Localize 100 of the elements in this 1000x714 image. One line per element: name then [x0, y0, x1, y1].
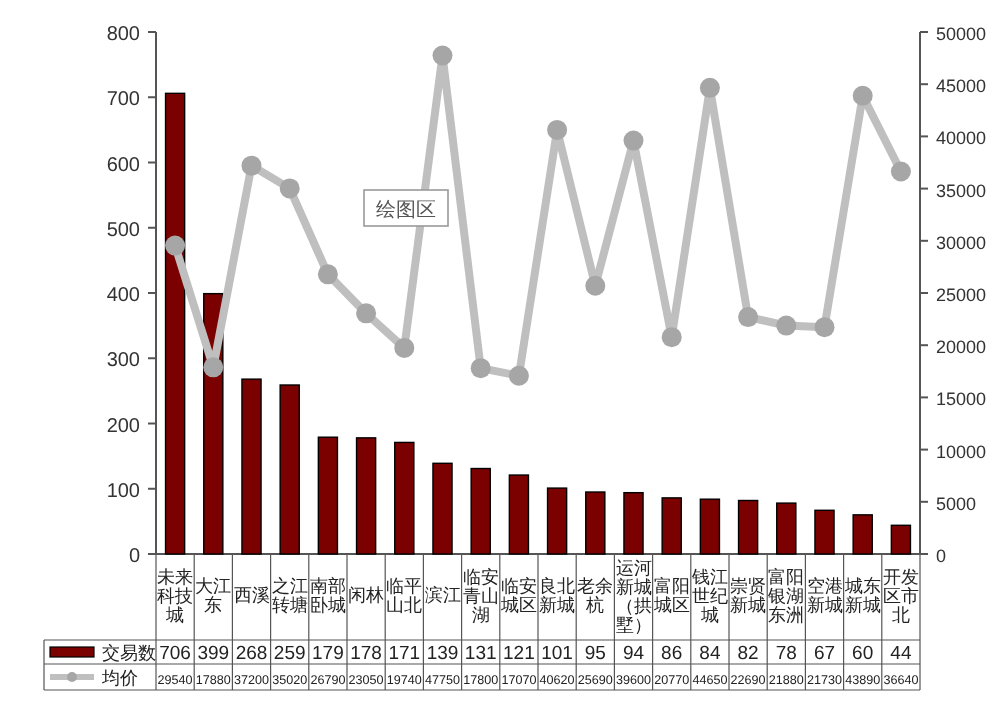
point	[241, 155, 262, 176]
point	[585, 275, 606, 296]
y2-tick-label: 0	[936, 546, 947, 566]
y2-tick-label: 30000	[936, 232, 987, 253]
data-label: 171	[388, 643, 421, 665]
data-label: 94	[622, 643, 645, 665]
bar	[776, 502, 797, 555]
bar	[470, 467, 491, 555]
data-label: 268	[235, 643, 268, 665]
x-tick-label: 滨江	[424, 585, 461, 605]
y2-tick-label: 35000	[936, 180, 987, 201]
x-tick-label: 南部卧城	[309, 576, 346, 615]
data-label: 399	[197, 643, 230, 665]
data-label: 44	[890, 643, 912, 665]
bar	[623, 491, 644, 555]
data-label: 60	[852, 643, 874, 665]
x-tick-label: 崇贤新城	[730, 576, 767, 615]
y-tick-label: 800	[106, 24, 141, 46]
bar	[508, 474, 530, 555]
bar	[432, 462, 453, 555]
bar	[661, 497, 682, 555]
point	[470, 358, 491, 379]
data-label: 78	[775, 643, 797, 665]
point	[623, 130, 644, 151]
point	[508, 365, 529, 386]
y2-tick-label: 40000	[936, 128, 987, 149]
x-tick-label: 开发区市北	[882, 567, 919, 625]
data-label: 139	[426, 643, 459, 665]
bar	[890, 524, 912, 555]
data-label: 178	[350, 643, 382, 665]
data-label: 82	[737, 643, 759, 665]
y-tick-label: 100	[106, 480, 141, 503]
data-label: 131	[464, 643, 497, 665]
x-tick-label: 运河新城（拱墅）	[615, 558, 652, 635]
y2-tick-label: 50000	[936, 24, 987, 44]
y2-tick-label: 25000	[936, 285, 987, 305]
bar	[279, 384, 300, 555]
point	[356, 303, 377, 324]
y-tick-label: 0	[128, 546, 141, 568]
bar	[164, 92, 186, 555]
bar	[546, 487, 568, 555]
y2-tick-label: 10000	[936, 441, 987, 462]
bar	[737, 499, 759, 555]
y-tick-label: 500	[106, 219, 141, 242]
point	[317, 264, 338, 285]
annotation: 绘图区	[376, 198, 436, 222]
point	[661, 327, 682, 348]
point	[776, 315, 797, 336]
point	[432, 45, 453, 66]
bar	[585, 491, 606, 555]
y-tick-label: 400	[106, 285, 141, 307]
y-tick-label: 200	[106, 415, 141, 438]
data-label: 121	[503, 643, 535, 665]
point	[890, 161, 911, 182]
bar	[241, 378, 262, 555]
y-tick-label: 300	[106, 350, 141, 373]
y2-tick-label: 45000	[936, 76, 987, 97]
x-tick-label: 未来科技城	[157, 567, 194, 625]
data-label: 67	[813, 643, 836, 665]
y2-tick-label: 20000	[936, 337, 987, 358]
legend-label: 交易数	[102, 643, 156, 663]
y-tick-label: 700	[106, 89, 141, 112]
data-label: 706	[159, 643, 191, 665]
data-label: 95	[584, 643, 606, 665]
x-tick-label: 大江东	[195, 576, 232, 615]
x-tick-label: 临安青山湖	[462, 567, 499, 625]
point	[738, 307, 759, 328]
point	[852, 85, 873, 106]
point	[699, 77, 720, 98]
x-tick-label: 西溪	[233, 585, 270, 605]
data-label: 86	[661, 643, 683, 665]
x-tick-label: 钱江世纪城	[689, 567, 728, 625]
legend-label: 均价	[100, 668, 138, 688]
x-tick-label: 闲林	[348, 585, 385, 605]
point	[279, 178, 300, 199]
point	[814, 317, 835, 338]
x-tick-label: 老余杭	[577, 576, 614, 615]
bar	[355, 437, 377, 555]
bar	[394, 441, 415, 555]
x-tick-label: 临安城区	[498, 576, 537, 615]
y2-tick-label: 15000	[936, 389, 987, 410]
x-tick-label: 空港新城	[806, 576, 843, 615]
bar	[852, 514, 873, 555]
x-tick-label: 之江转塘	[271, 576, 308, 615]
point	[203, 357, 224, 378]
x-tick-label: 富阳银湖东洲	[766, 567, 805, 625]
bar	[317, 436, 339, 555]
point	[165, 235, 186, 256]
point	[394, 337, 415, 358]
data-label: 259	[273, 643, 306, 665]
y2-tick-label: 5000	[936, 493, 977, 514]
bar	[814, 509, 835, 555]
x-tick-label: 临平山北	[386, 576, 423, 615]
data-label: 179	[312, 643, 344, 665]
data-label: 84	[699, 643, 721, 665]
x-tick-label: 富阳城区	[651, 576, 690, 615]
x-tick-label: 良北新城	[539, 576, 576, 615]
x-tick-label: 城东新城	[842, 576, 881, 615]
bar	[699, 498, 721, 555]
point	[547, 119, 568, 140]
